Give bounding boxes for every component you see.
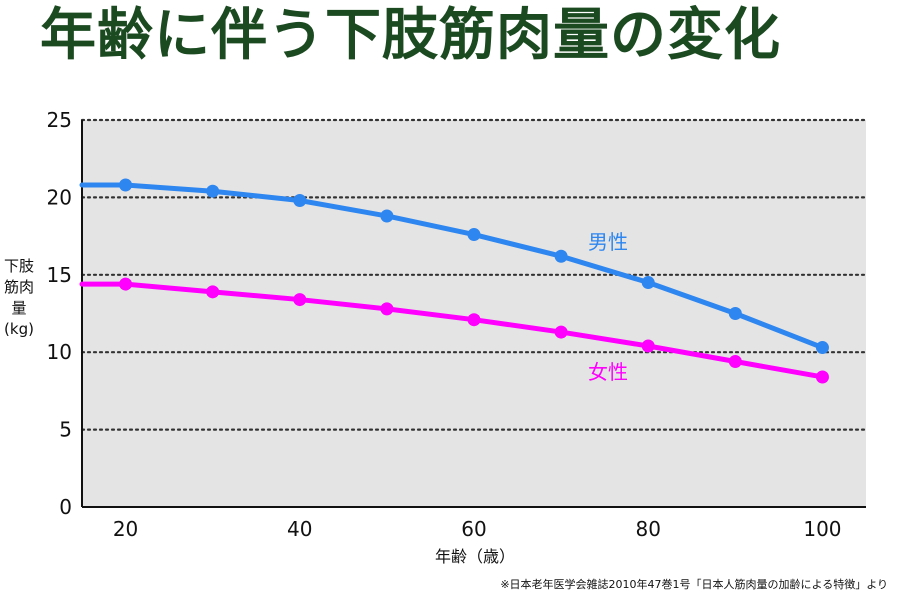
y-tick-label: 20	[47, 185, 72, 209]
chart-title: 年齢に伴う下肢筋肉量の変化	[40, 3, 781, 68]
x-axis-label: 年齢（歳）	[435, 547, 515, 566]
data-point	[554, 325, 568, 339]
y-tick-label: 15	[47, 263, 72, 287]
data-point	[641, 339, 655, 353]
data-point	[641, 276, 655, 290]
data-point	[206, 285, 220, 299]
series-label: 男性	[588, 230, 628, 254]
data-point	[380, 209, 394, 223]
y-tick-label: 0	[59, 495, 72, 519]
y-tick-labels: 0 5 10 15 20 25	[47, 108, 72, 519]
y-axis-label: 下肢筋肉量 (kg)	[3, 257, 34, 338]
x-tick-label: 80	[635, 517, 660, 541]
series-line-male	[79, 182, 825, 351]
data-point	[293, 193, 307, 207]
data-point	[815, 341, 829, 355]
grid-lines	[80, 118, 868, 431]
data-point	[728, 354, 742, 368]
x-tick-label: 40	[287, 517, 312, 541]
series-label: 女性	[588, 360, 628, 384]
data-point	[380, 302, 394, 316]
data-point	[119, 178, 133, 192]
x-tick-label: 20	[113, 517, 138, 541]
x-tick-labels: 20 40 60 80 100	[113, 517, 842, 541]
data-point	[119, 277, 133, 291]
series-line-female	[79, 281, 825, 380]
x-tick-label: 100	[803, 517, 841, 541]
data-point	[467, 313, 481, 327]
y-tick-label: 5	[59, 418, 72, 442]
data-point	[815, 370, 829, 384]
data-point	[206, 184, 220, 198]
y-tick-label: 10	[47, 340, 72, 364]
y-tick-label: 25	[47, 108, 72, 132]
data-point	[728, 307, 742, 320]
data-point	[554, 249, 568, 263]
x-tick-label: 60	[461, 517, 486, 541]
source-note: ※日本老年医学会雑誌2010年47巻1号「日本人筋肉量の加齢による特徴」より	[500, 578, 888, 591]
data-point	[467, 228, 481, 242]
data-point	[293, 293, 307, 307]
